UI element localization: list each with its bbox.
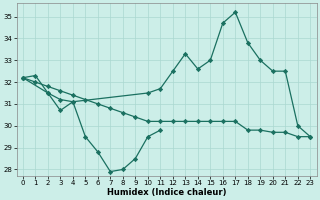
X-axis label: Humidex (Indice chaleur): Humidex (Indice chaleur) [107, 188, 226, 197]
